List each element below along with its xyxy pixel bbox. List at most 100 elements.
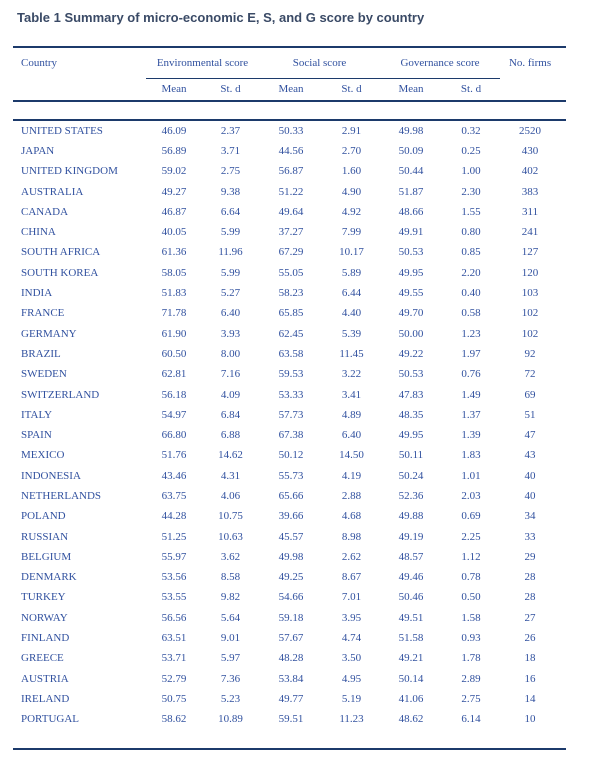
cell-gov-mean: 47.83 — [398, 388, 424, 401]
cell-gov-std: 0.93 — [461, 632, 481, 645]
cell-spacer — [560, 304, 566, 324]
cell-env-mean: 43.46 — [161, 469, 187, 482]
cell-gov-mean: 49.88 — [398, 510, 424, 523]
table-row: UNITED STATES 46.09 2.37 50.33 2.91 49.98 0.32… — [13, 120, 566, 141]
cell-env-std: 9.38 — [220, 185, 241, 198]
cell-soc-mean: 58.23 — [278, 287, 304, 300]
cell-firms: 28 — [524, 571, 536, 584]
table-header: Country Environmental score Social score… — [13, 47, 567, 121]
cell-soc-std: 3.22 — [341, 368, 362, 381]
cell-country: INDIA — [21, 287, 53, 300]
cell-env-mean: 53.56 — [161, 571, 187, 584]
table-row: GREECE 53.71 5.97 48.28 3.50 49.21 1.78 18 — [13, 649, 566, 669]
cell-soc-mean: 49.64 — [278, 205, 304, 218]
cell-soc-mean: 37.27 — [278, 226, 304, 239]
cell-gov-mean: 49.21 — [398, 652, 424, 665]
cell-gov-std: 0.80 — [461, 226, 481, 239]
cell-soc-std: 14.50 — [339, 449, 364, 462]
cell-env-mean: 51.83 — [161, 287, 187, 300]
cell-env-mean: 56.18 — [161, 388, 187, 401]
cell-soc-mean: 65.85 — [278, 307, 304, 320]
table-row: SOUTH AFRICA 61.36 11.96 67.29 10.17 50.53 0.8… — [13, 243, 566, 263]
cell-gov-mean: 49.46 — [398, 571, 424, 584]
cell-env-std: 2.37 — [220, 124, 241, 137]
table-row: NETHERLANDS 63.75 4.06 65.66 2.88 52.36 2.03 40 — [13, 486, 566, 506]
cell-gov-mean: 48.66 — [398, 205, 424, 218]
cell-country: TURKEY — [21, 591, 66, 604]
table-caption: Table 1 Summary of micro-economic E, S, … — [17, 10, 425, 25]
cell-soc-mean: 55.05 — [278, 266, 304, 279]
cell-gov-std: 0.76 — [461, 368, 481, 381]
cell-spacer — [560, 425, 566, 445]
cell-spacer — [560, 527, 566, 547]
cell-country: DENMARK — [21, 571, 77, 584]
cell-country: FRANCE — [21, 307, 65, 320]
cell-firms: 40 — [524, 469, 536, 482]
cell-soc-std: 5.19 — [341, 692, 362, 705]
col-group-governance: Governance score — [380, 47, 501, 79]
cell-spacer — [560, 182, 566, 202]
cell-spacer — [560, 608, 566, 628]
cell-country: CANADA — [21, 205, 69, 218]
cell-gov-mean: 50.53 — [398, 246, 424, 259]
cell-soc-std: 5.89 — [341, 266, 362, 279]
cell-spacer — [560, 547, 566, 567]
cell-gov-mean: 48.57 — [398, 550, 424, 563]
cell-gov-std: 1.23 — [461, 327, 481, 340]
cell-gov-mean: 49.98 — [398, 124, 424, 137]
cell-country: GREECE — [21, 652, 64, 665]
header-spacer — [560, 47, 566, 79]
cell-gov-std: 0.78 — [461, 571, 481, 584]
cell-soc-std: 3.41 — [341, 388, 362, 401]
cell-spacer — [560, 446, 566, 466]
cell-env-std: 5.23 — [220, 692, 241, 705]
cell-soc-std: 4.19 — [341, 469, 362, 482]
cell-country: POLAND — [21, 510, 66, 523]
cell-gov-std: 1.78 — [461, 652, 481, 665]
cell-gov-mean: 50.46 — [398, 591, 424, 604]
cell-spacer — [560, 486, 566, 506]
cell-soc-std: 3.50 — [341, 652, 362, 665]
cell-env-mean: 52.79 — [161, 672, 187, 685]
cell-country: FINLAND — [21, 632, 70, 645]
cell-country: SWITZERLAND — [21, 388, 100, 401]
cell-soc-std: 4.89 — [341, 408, 362, 421]
cell-firms: 10 — [524, 713, 536, 726]
cell-firms: 241 — [521, 226, 539, 239]
cell-country: SWEDEN — [21, 368, 67, 381]
cell-country: INDONESIA — [21, 469, 81, 482]
cell-env-std: 4.09 — [220, 388, 241, 401]
cell-country: SOUTH AFRICA — [21, 246, 101, 259]
cell-env-mean: 54.97 — [161, 408, 187, 421]
cell-gov-std: 1.39 — [461, 429, 481, 442]
cell-env-std: 5.99 — [220, 266, 241, 279]
table-row: POLAND 44.28 10.75 39.66 4.68 49.88 0.69 34 — [13, 507, 566, 527]
cell-gov-mean: 49.95 — [398, 429, 424, 442]
table-row: DENMARK 53.56 8.58 49.25 8.67 49.46 0.78 28 — [13, 568, 566, 588]
cell-country: UNITED STATES — [21, 124, 103, 137]
cell-env-mean: 66.80 — [161, 429, 187, 442]
cell-spacer — [560, 243, 566, 263]
cell-soc-mean: 53.84 — [278, 672, 304, 685]
cell-soc-mean: 44.56 — [278, 144, 304, 157]
cell-env-mean: 71.78 — [161, 307, 187, 320]
cell-gov-std: 2.75 — [461, 692, 481, 705]
cell-env-std: 5.64 — [220, 611, 241, 624]
cell-soc-mean: 39.66 — [278, 510, 304, 523]
subheader-soc-std: St. d — [323, 78, 381, 102]
cell-env-std: 7.16 — [220, 368, 241, 381]
table-row: INDONESIA 43.46 4.31 55.73 4.19 50.24 1.01 40 — [13, 466, 566, 486]
cell-env-std: 4.31 — [220, 469, 241, 482]
cell-soc-std: 7.01 — [341, 591, 362, 604]
cell-spacer — [560, 669, 566, 689]
cell-soc-std: 4.90 — [341, 185, 362, 198]
cell-env-std: 4.06 — [220, 489, 241, 502]
table-row: RUSSIAN 51.25 10.63 45.57 8.98 49.19 2.25 33 — [13, 527, 566, 547]
col-header-firms: No. firms — [508, 56, 552, 69]
cell-soc-std: 2.91 — [341, 124, 362, 137]
cell-country: PORTUGAL — [21, 713, 80, 726]
table-row: SWITZERLAND 56.18 4.09 53.33 3.41 47.83 1.49 69 — [13, 385, 566, 405]
table-row: JAPAN 56.89 3.71 44.56 2.70 50.09 0.25 430 — [13, 141, 566, 161]
cell-env-mean: 53.71 — [161, 652, 187, 665]
cell-spacer — [560, 202, 566, 222]
